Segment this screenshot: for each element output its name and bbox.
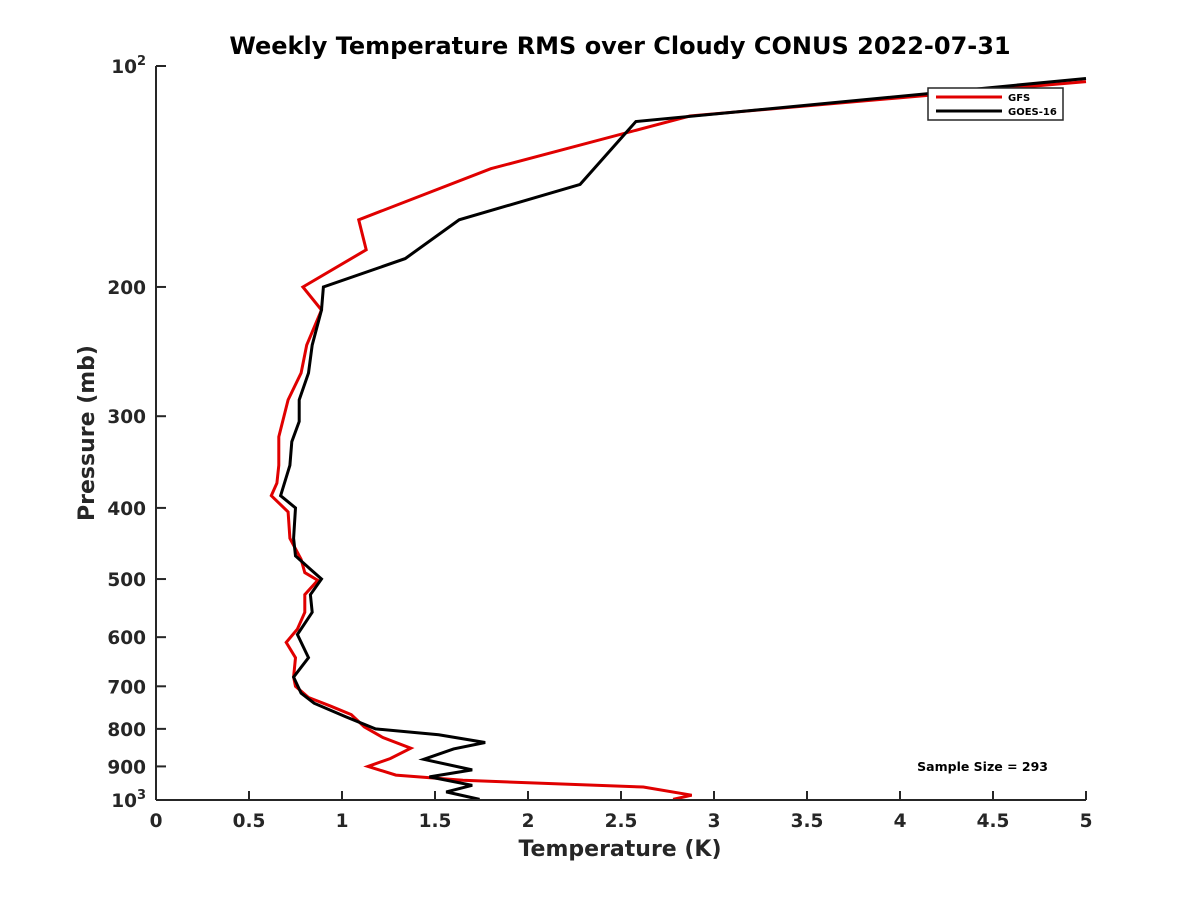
x-tick-label: 0.5 (233, 811, 266, 832)
x-tick-label: 2.5 (605, 811, 638, 832)
y-axis-label: Pressure (mb) (75, 345, 100, 521)
x-tick-label: 2 (522, 811, 535, 832)
x-tick-label: 3.5 (791, 811, 824, 832)
y-tick-label: 300 (107, 407, 146, 428)
x-tick-label: 5 (1080, 811, 1093, 832)
axes-layer: 0 0.5 1 1.5 2 2.5 3 3.5 4 4.5 5 102 200 300 400 500 600 7… (107, 54, 1092, 832)
x-tick-label: 3 (708, 811, 721, 832)
x-axis-label: Temperature (K) (518, 837, 721, 862)
y-tick-label: 400 (107, 499, 146, 520)
y-tick-label: 102 (111, 54, 146, 78)
x-tick-label: 0 (150, 811, 163, 832)
y-tick-label: 500 (107, 570, 146, 591)
legend-box (927, 87, 1064, 121)
legend-label-gfs: GFS (1008, 93, 1030, 104)
x-tick-label: 4.5 (977, 811, 1010, 832)
y-tick-label: 900 (107, 757, 146, 778)
y-tick-label: 103 (111, 788, 146, 812)
series-layer (269, 77, 1087, 801)
y-tick-label: 200 (107, 278, 146, 299)
y-tick-label: 600 (107, 628, 146, 649)
series-line-gfs (269, 80, 1087, 801)
legend: GFS GOES-16 (927, 87, 1064, 121)
x-tick-label: 1 (336, 811, 349, 832)
chart-title: Weekly Temperature RMS over Cloudy CONUS… (229, 32, 1010, 60)
x-tick-label: 4 (894, 811, 907, 832)
y-tick-label: 700 (107, 677, 146, 698)
sample-size-annotation: Sample Size = 293 (917, 759, 1048, 774)
series-line-goes-16 (278, 77, 1087, 801)
y-tick-label: 800 (107, 720, 146, 741)
legend-label-goes-16: GOES-16 (1008, 107, 1057, 118)
x-tick-label: 1.5 (419, 811, 452, 832)
